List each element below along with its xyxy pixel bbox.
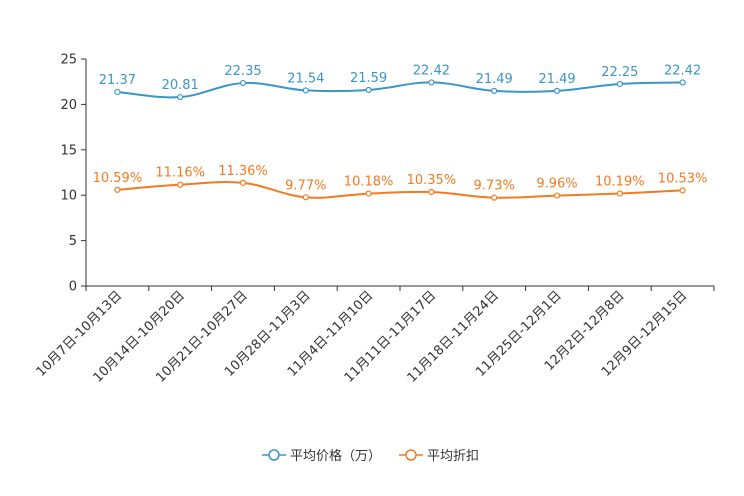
data-label: 20.81 bbox=[162, 78, 199, 93]
data-point bbox=[114, 186, 121, 193]
data-label: 10.59% bbox=[93, 171, 143, 186]
y-tick-label: 10 bbox=[60, 189, 77, 204]
data-point bbox=[365, 190, 372, 197]
data-label: 9.77% bbox=[285, 178, 326, 193]
data-point bbox=[616, 190, 623, 197]
y-tick-label: 5 bbox=[69, 234, 77, 249]
data-label: 22.35 bbox=[224, 64, 261, 79]
data-label: 10.19% bbox=[595, 174, 645, 189]
data-point bbox=[177, 181, 184, 188]
data-label: 21.49 bbox=[538, 72, 575, 87]
data-label: 9.96% bbox=[536, 177, 577, 192]
data-point bbox=[239, 179, 247, 186]
series-line bbox=[117, 180, 683, 199]
data-point bbox=[428, 79, 435, 86]
legend-marker-icon bbox=[405, 449, 417, 461]
series-avg-price: 21.37 20.81 22.35 21.54 21.59 22.42 21.49 21.49… bbox=[99, 63, 701, 101]
data-label: 22.25 bbox=[601, 65, 638, 80]
data-point bbox=[428, 188, 435, 196]
data-label: 10.18% bbox=[344, 175, 394, 190]
data-label: 21.59 bbox=[350, 71, 387, 86]
data-label: 10.53% bbox=[658, 171, 708, 186]
data-point bbox=[114, 88, 121, 96]
x-axis-ticks: 10月7日-10月13日10月14日-10月20日10月21日-10月27日10… bbox=[34, 286, 715, 386]
data-point bbox=[491, 194, 498, 201]
series-line bbox=[117, 81, 683, 99]
y-tick-label: 15 bbox=[60, 143, 77, 158]
data-label: 21.37 bbox=[99, 73, 136, 88]
data-label: 22.42 bbox=[413, 63, 450, 78]
data-label: 11.16% bbox=[155, 166, 205, 181]
series-avg-discount: 10.59% 11.16% 11.36% 9.77% 10.18% 10.35% 9.73%… bbox=[93, 164, 708, 201]
data-point bbox=[679, 187, 686, 194]
data-label: 22.42 bbox=[664, 63, 701, 78]
legend: 平均价格（万） 平均折扣 bbox=[262, 448, 479, 464]
y-tick-label: 20 bbox=[60, 98, 77, 113]
data-point bbox=[302, 194, 309, 201]
y-tick-label: 25 bbox=[60, 53, 77, 68]
data-point bbox=[553, 87, 561, 94]
data-point bbox=[239, 79, 247, 87]
y-axis-ticks: 0 5 10 15 20 25 bbox=[60, 53, 86, 295]
data-label: 9.73% bbox=[474, 179, 515, 194]
data-point bbox=[177, 93, 184, 101]
series-layer: 21.37 20.81 22.35 21.54 21.59 22.42 21.49 21.49… bbox=[93, 63, 708, 201]
data-label: 10.35% bbox=[407, 173, 457, 188]
data-point bbox=[553, 192, 561, 199]
data-point bbox=[679, 79, 686, 86]
legend-item[interactable]: 平均折扣 bbox=[399, 449, 479, 464]
legend-item[interactable]: 平均价格（万） bbox=[262, 448, 381, 464]
data-point bbox=[365, 86, 372, 94]
legend-label: 平均折扣 bbox=[427, 449, 479, 464]
data-label: 21.49 bbox=[476, 72, 513, 87]
y-tick-label: 0 bbox=[69, 280, 77, 295]
data-point bbox=[491, 87, 498, 94]
data-label: 11.36% bbox=[218, 164, 268, 179]
data-label: 21.54 bbox=[287, 71, 324, 86]
data-point bbox=[616, 80, 623, 88]
legend-label: 平均价格（万） bbox=[290, 448, 381, 464]
data-point bbox=[302, 87, 309, 94]
legend-marker-icon bbox=[268, 449, 280, 461]
